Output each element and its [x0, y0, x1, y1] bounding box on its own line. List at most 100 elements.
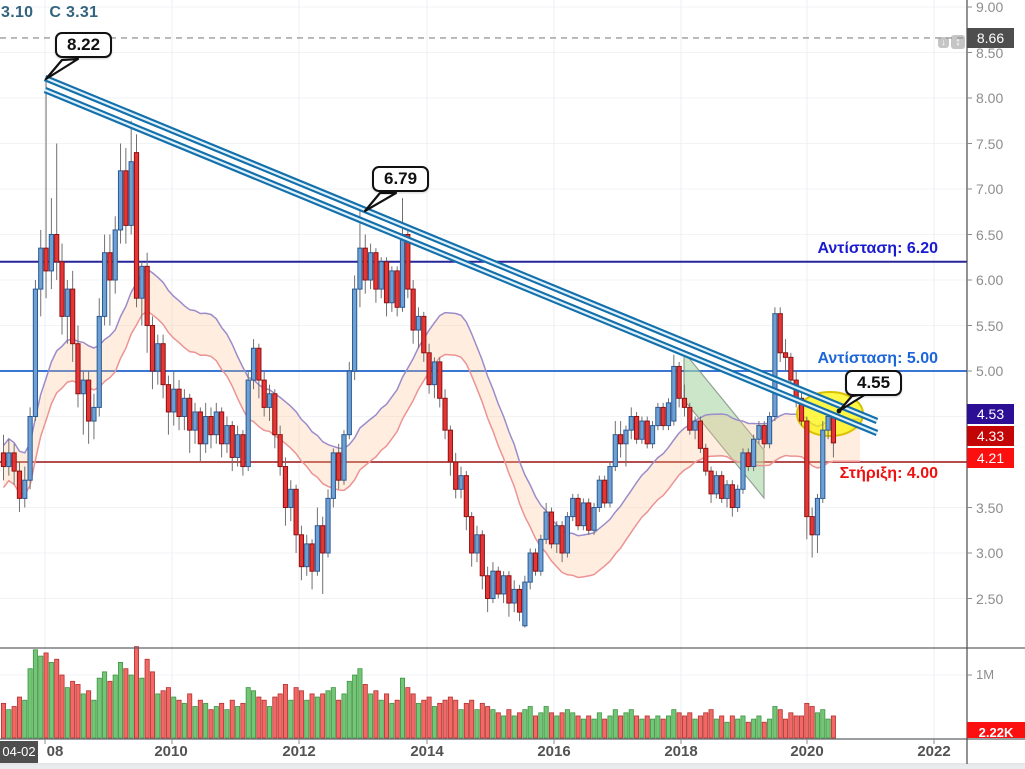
candle-body	[564, 516, 571, 554]
candle-body	[272, 393, 278, 436]
volume-bar	[165, 687, 171, 739]
volume-bar	[362, 684, 368, 739]
candle-body	[580, 502, 586, 527]
volume-bar	[719, 715, 725, 739]
price-axis-label[interactable]: 7.00	[976, 181, 1004, 197]
volume-axis-label[interactable]: 1M	[976, 667, 995, 682]
price-axis-label[interactable]: 3.00	[976, 545, 1004, 561]
price-axis-label[interactable]: 6.00	[976, 272, 1004, 288]
candle-body	[639, 420, 645, 440]
volume-bar	[729, 715, 735, 739]
candle-body	[703, 447, 709, 472]
candle-body	[399, 234, 406, 308]
price-callout-2[interactable]: 4.55	[845, 370, 903, 396]
candle-body	[697, 420, 704, 449]
volume-bar	[70, 680, 76, 739]
price-axis-label[interactable]: 2.50	[976, 590, 1004, 607]
candle-body	[336, 452, 342, 481]
volume-bar	[799, 715, 805, 739]
volume-bar	[149, 671, 155, 739]
sr-line-label-2[interactable]: Στήριξη: 4.00	[839, 465, 938, 482]
volume-bar	[330, 687, 336, 739]
candle-body	[442, 397, 448, 431]
volume-bar	[235, 706, 241, 739]
time-axis-label[interactable]: 2020	[790, 743, 824, 760]
candle-body	[559, 525, 565, 554]
price-axis-label[interactable]: 9.00	[976, 0, 1004, 15]
volume-bar	[687, 712, 693, 739]
candle-body	[649, 425, 656, 445]
volume-bar	[825, 718, 831, 739]
volume-bar	[336, 699, 342, 739]
volume-bar	[192, 706, 198, 739]
candle-body	[96, 315, 102, 408]
volume-bar	[671, 709, 677, 739]
candle-body	[474, 534, 480, 554]
volume-bar	[176, 699, 182, 739]
price-axis-label[interactable]: 5.00	[976, 363, 1004, 379]
volume-bar	[357, 668, 363, 739]
time-axis-label[interactable]: 2018	[664, 743, 698, 760]
candle-body	[298, 534, 305, 568]
candle-body	[234, 434, 241, 458]
volume-bar	[511, 715, 517, 739]
volume-bar	[458, 709, 464, 739]
time-axis-label[interactable]: 08	[46, 743, 64, 760]
candle-body	[341, 434, 347, 481]
volume-bar	[0, 702, 6, 739]
candle-body	[282, 466, 289, 508]
volume-bar	[240, 702, 246, 739]
volume-bar	[745, 721, 751, 739]
candle-body	[410, 288, 416, 331]
ohlc-legend: 3.10 C 3.31	[1, 4, 114, 22]
volume-bar	[181, 702, 187, 739]
price-axis-label[interactable]: 8.00	[976, 90, 1004, 106]
candle-body	[176, 388, 182, 418]
candle-body	[288, 488, 294, 508]
time-axis-label[interactable]: 2014	[410, 743, 444, 760]
volume-bar	[559, 712, 565, 739]
volume-bar	[527, 706, 533, 739]
volume-bar	[814, 712, 820, 739]
price-axis-label[interactable]: 6.50	[976, 226, 1004, 243]
volume-bar	[639, 718, 645, 739]
price-axis-label[interactable]: 3.50	[976, 499, 1004, 516]
time-axis-label[interactable]: 2012	[282, 743, 316, 760]
candle-body	[171, 388, 177, 413]
volume-bar	[442, 699, 448, 739]
candle-body	[426, 352, 432, 386]
volume-bar	[612, 709, 618, 739]
candle-body	[383, 261, 390, 304]
price-callout-1[interactable]: 6.79	[372, 166, 430, 192]
volume-bar	[304, 699, 310, 739]
extend-line-down-button[interactable]: ↓	[938, 37, 949, 48]
price-callout-0[interactable]: 8.22	[55, 32, 113, 58]
candle-body	[586, 502, 592, 531]
candle-body	[751, 438, 757, 468]
time-axis-label[interactable]: 2010	[154, 743, 188, 760]
price-level-badge: 4.21	[967, 448, 1014, 468]
volume-bar	[463, 702, 469, 739]
volume-bar	[59, 674, 65, 739]
volume-bar	[767, 718, 773, 739]
candle-body	[687, 406, 693, 431]
time-axis-label[interactable]: 2016	[537, 743, 571, 760]
volume-bar	[453, 699, 459, 739]
price-axis-label[interactable]: 5.50	[976, 317, 1004, 334]
move-line-up-down-button[interactable]: ↕	[951, 35, 965, 49]
candle-body	[437, 361, 443, 399]
price-axis-label[interactable]: 7.50	[976, 135, 1004, 152]
time-axis-label[interactable]: 2022	[917, 743, 951, 760]
sr-line-label-1[interactable]: Αντίσταση: 5.00	[817, 350, 938, 367]
candle-body	[596, 479, 602, 509]
price-axis-label[interactable]: 8.50	[976, 44, 1004, 61]
volume-bar	[724, 721, 730, 739]
candle-body	[554, 525, 560, 545]
candle-body	[713, 475, 719, 495]
volume-bar	[751, 718, 757, 739]
sr-line-label-0[interactable]: Αντίσταση: 6.20	[817, 240, 938, 257]
candle-body	[219, 411, 225, 445]
volume-bar	[666, 715, 672, 739]
volume-bar	[139, 677, 145, 739]
